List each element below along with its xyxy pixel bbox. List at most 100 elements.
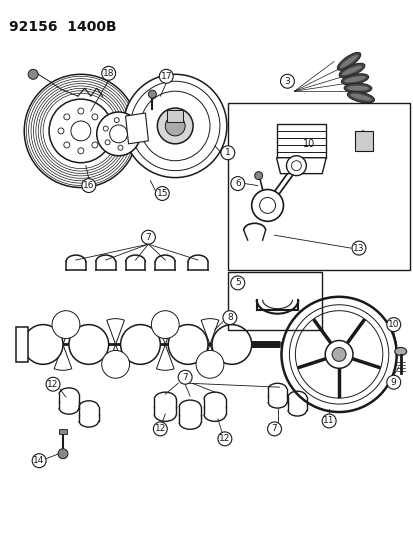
Wedge shape <box>54 319 71 344</box>
Circle shape <box>386 375 400 389</box>
Circle shape <box>281 297 396 412</box>
Circle shape <box>114 118 119 123</box>
Polygon shape <box>125 113 148 144</box>
Circle shape <box>321 414 335 428</box>
Ellipse shape <box>346 86 368 91</box>
Ellipse shape <box>340 74 368 85</box>
Circle shape <box>32 454 46 467</box>
Circle shape <box>159 69 173 83</box>
Circle shape <box>280 74 294 88</box>
Wedge shape <box>201 319 218 344</box>
Text: 7: 7 <box>271 424 277 433</box>
Circle shape <box>64 142 70 148</box>
Ellipse shape <box>338 63 364 77</box>
Wedge shape <box>107 344 124 370</box>
Ellipse shape <box>394 348 406 356</box>
Circle shape <box>105 140 110 145</box>
Circle shape <box>102 350 129 378</box>
Circle shape <box>222 311 236 325</box>
Circle shape <box>46 377 60 391</box>
Circle shape <box>331 348 345 361</box>
Circle shape <box>168 325 207 365</box>
Circle shape <box>120 325 160 365</box>
Circle shape <box>97 112 140 156</box>
Circle shape <box>178 370 192 384</box>
Text: 8: 8 <box>226 313 232 322</box>
Text: 11: 11 <box>323 416 334 425</box>
Circle shape <box>23 325 63 365</box>
Circle shape <box>92 142 97 148</box>
Bar <box>167 110 183 122</box>
Ellipse shape <box>339 55 357 68</box>
Circle shape <box>151 311 179 338</box>
Ellipse shape <box>344 76 365 83</box>
Bar <box>354 131 372 151</box>
Circle shape <box>118 145 123 150</box>
Circle shape <box>69 325 108 365</box>
Wedge shape <box>201 344 218 370</box>
Circle shape <box>165 116 185 136</box>
Circle shape <box>129 137 133 142</box>
Text: 6: 6 <box>234 179 240 188</box>
Circle shape <box>351 241 365 255</box>
Ellipse shape <box>341 66 361 75</box>
Circle shape <box>217 432 231 446</box>
Text: 14: 14 <box>33 456 45 465</box>
Text: 16: 16 <box>83 181 94 190</box>
Text: 12: 12 <box>154 424 166 433</box>
Circle shape <box>267 422 281 436</box>
Text: 15: 15 <box>156 189 168 198</box>
Text: 10: 10 <box>302 139 315 149</box>
Circle shape <box>64 114 70 120</box>
Circle shape <box>153 422 167 436</box>
Circle shape <box>97 128 103 134</box>
Circle shape <box>52 311 80 338</box>
Circle shape <box>71 121 90 141</box>
Circle shape <box>386 318 400 332</box>
Text: 13: 13 <box>352 244 364 253</box>
Text: 17: 17 <box>160 72 172 81</box>
Circle shape <box>221 146 234 160</box>
Text: 1: 1 <box>224 148 230 157</box>
Text: 7: 7 <box>182 373 188 382</box>
Circle shape <box>92 114 97 120</box>
Circle shape <box>49 99 112 163</box>
Circle shape <box>251 190 283 221</box>
Circle shape <box>148 90 156 98</box>
Ellipse shape <box>347 91 374 103</box>
Wedge shape <box>156 319 174 344</box>
Circle shape <box>211 325 251 365</box>
Circle shape <box>78 148 83 154</box>
Text: 92156  1400B: 92156 1400B <box>9 20 117 34</box>
Circle shape <box>230 276 244 290</box>
Ellipse shape <box>337 52 360 70</box>
Circle shape <box>58 128 64 134</box>
Polygon shape <box>276 124 325 158</box>
Circle shape <box>230 176 244 190</box>
Circle shape <box>196 350 223 378</box>
Circle shape <box>157 108 192 144</box>
Ellipse shape <box>349 94 371 101</box>
Wedge shape <box>107 319 124 344</box>
Bar <box>16 327 28 362</box>
Bar <box>227 103 408 270</box>
Ellipse shape <box>343 83 371 93</box>
Circle shape <box>58 449 68 459</box>
Circle shape <box>102 66 115 80</box>
Circle shape <box>82 179 95 192</box>
Polygon shape <box>276 158 325 174</box>
Text: 3: 3 <box>284 77 290 86</box>
Bar <box>227 272 321 329</box>
Circle shape <box>155 187 169 200</box>
Circle shape <box>141 230 155 244</box>
Text: 12: 12 <box>218 434 230 443</box>
Circle shape <box>103 126 108 131</box>
Circle shape <box>28 69 38 79</box>
Bar <box>59 429 67 434</box>
Text: 7: 7 <box>145 233 151 241</box>
Text: 12: 12 <box>47 379 59 389</box>
Text: 18: 18 <box>103 69 114 78</box>
Wedge shape <box>156 344 174 370</box>
Text: 5: 5 <box>234 278 240 287</box>
Text: 10: 10 <box>387 320 399 329</box>
